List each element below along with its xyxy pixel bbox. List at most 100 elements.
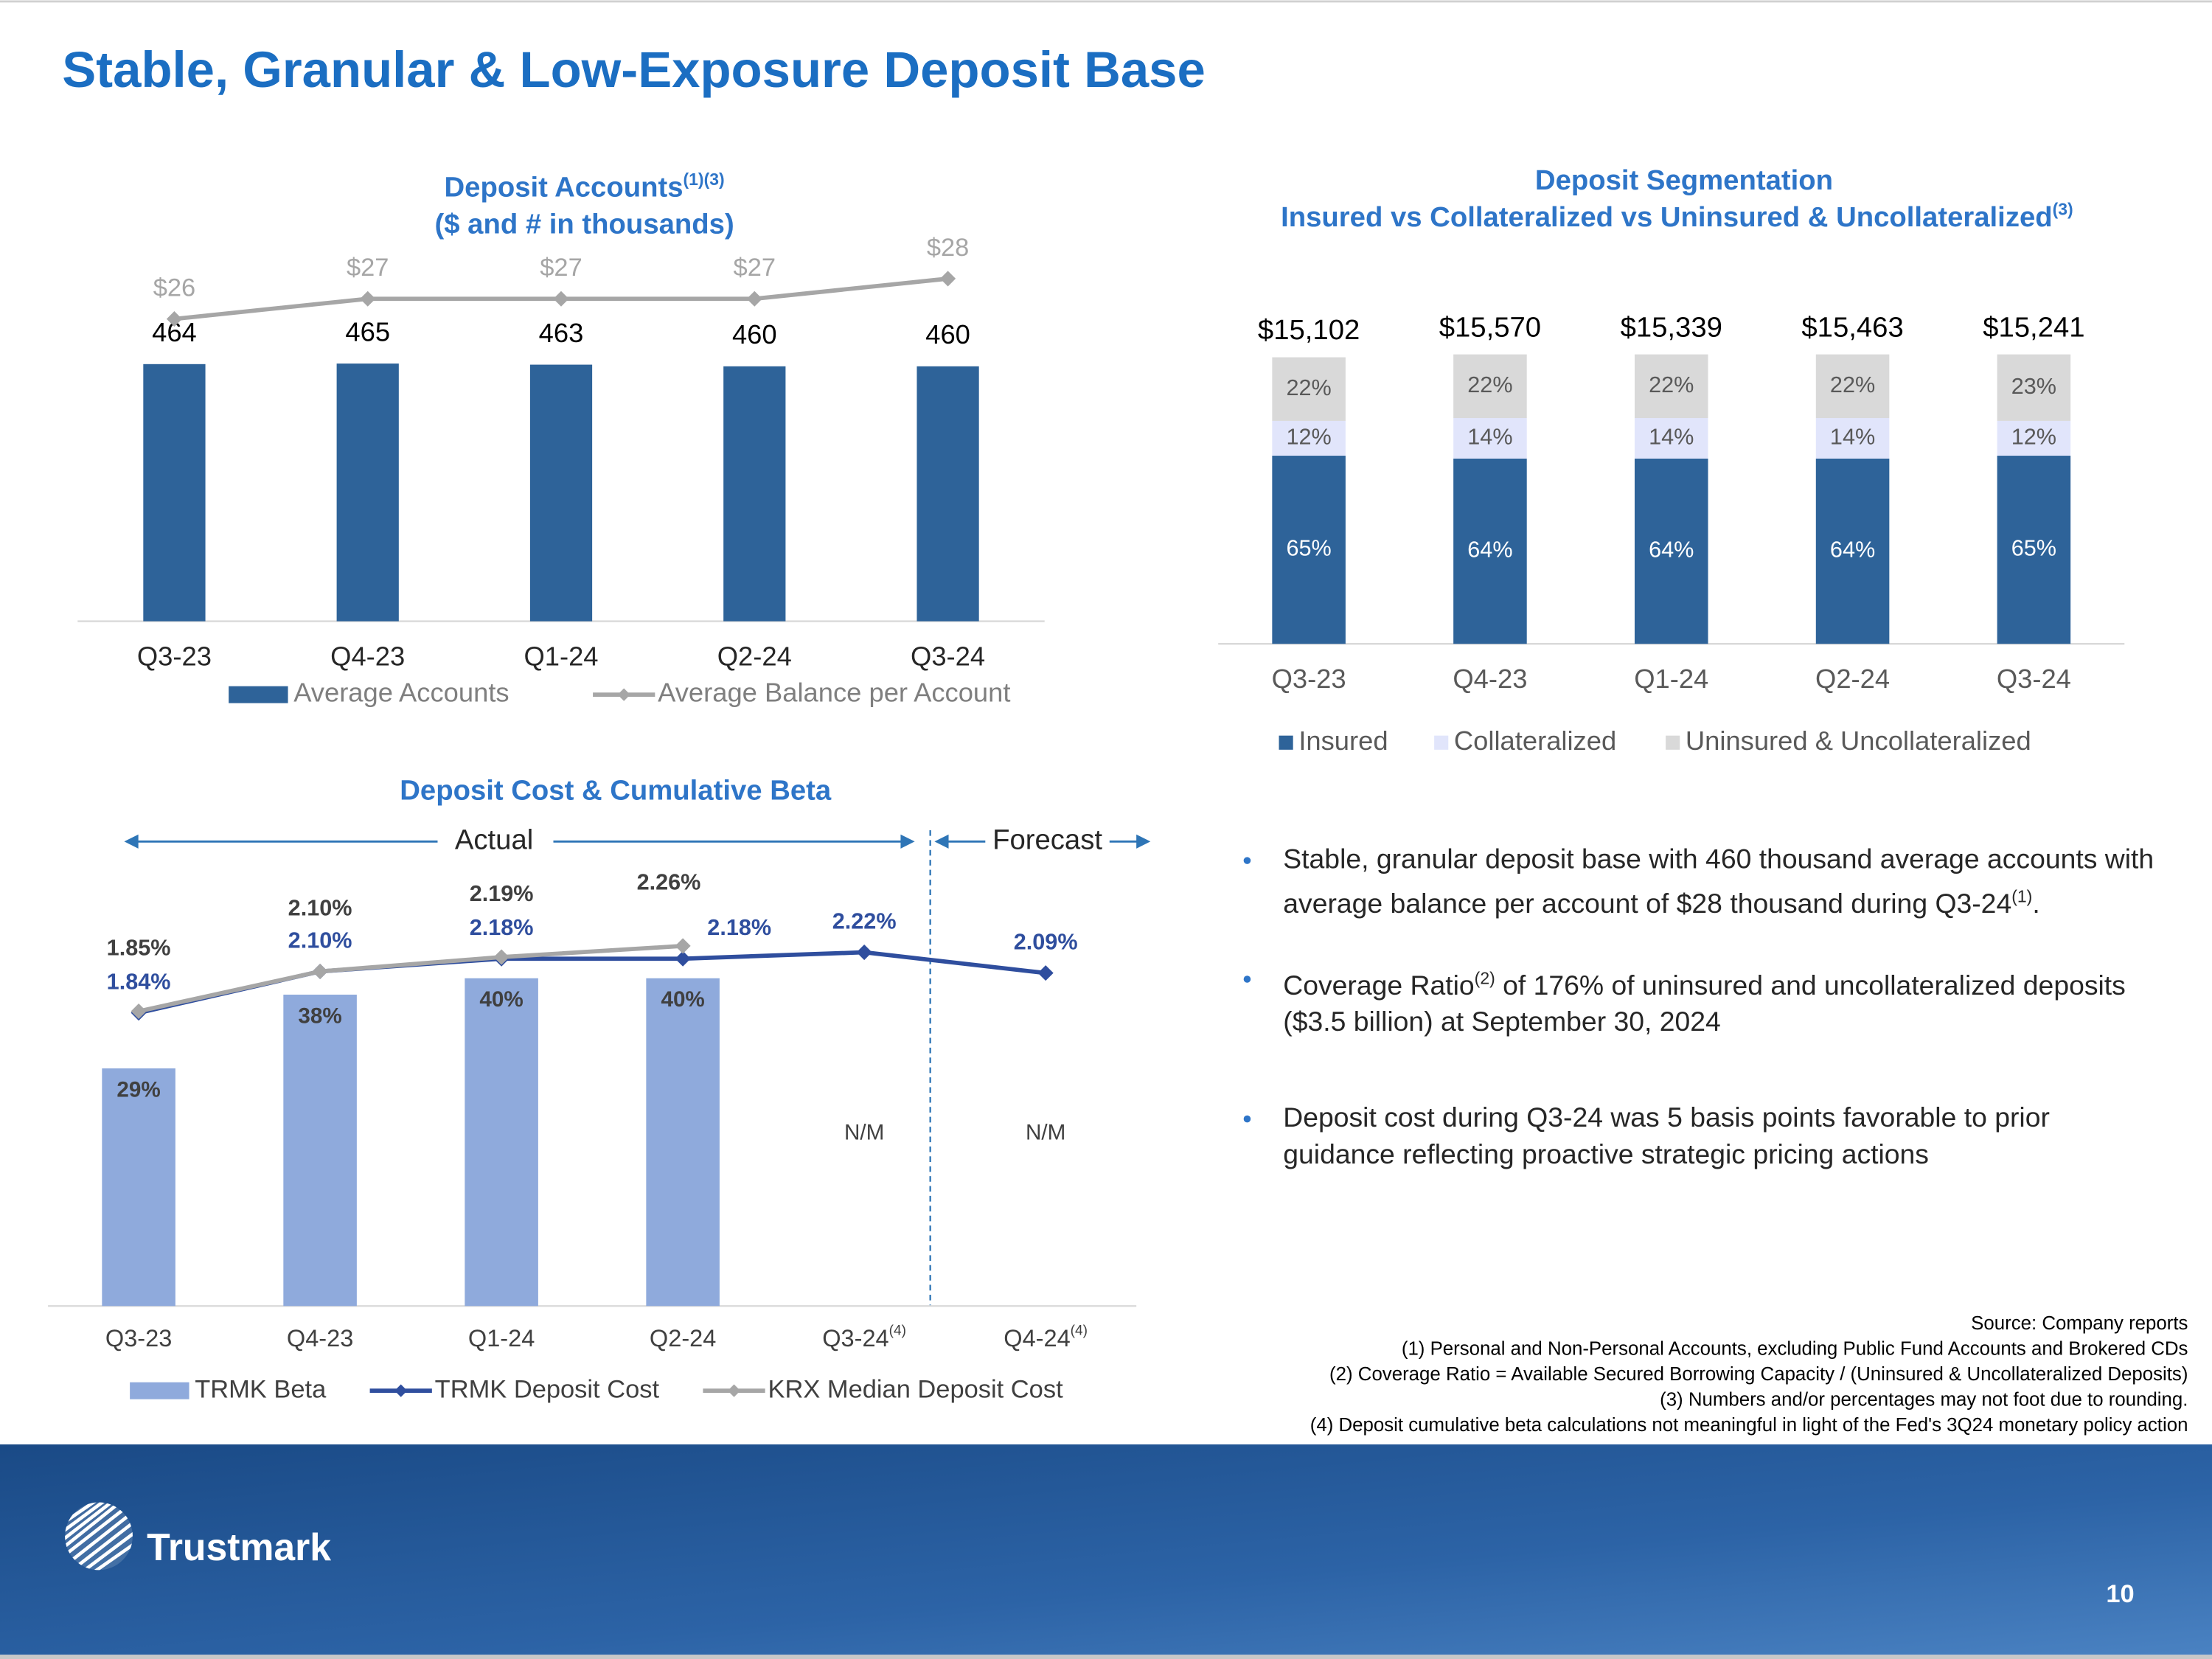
data-label: N/M: [844, 1121, 884, 1145]
footnote: (2) Coverage Ratio = Available Secured B…: [1329, 1364, 2188, 1385]
line-marker: [856, 945, 872, 961]
x-tick-text: Q1-24: [468, 1325, 535, 1352]
x-tick-text: Q2-24: [650, 1325, 716, 1352]
bullet: Coverage Ratio(2) of 176% of uninsured a…: [1243, 959, 2166, 1040]
x-tick-note: (4): [1071, 1324, 1088, 1339]
x-tick-label: Q3-24(4): [822, 1324, 906, 1352]
legend-swatch: [1279, 735, 1293, 750]
bullet-text: Deposit cost during Q3-24 was 5 basis po…: [1283, 1102, 2050, 1171]
arrow-head: [934, 834, 949, 849]
total-label: $15,463: [1801, 311, 1903, 343]
bar: [143, 364, 206, 622]
bullet: Stable, granular deposit base with 460 t…: [1243, 841, 2166, 922]
data-label: 12%: [1286, 425, 1331, 450]
legend-marker: [617, 688, 630, 701]
x-tick-label: Q1-24: [524, 641, 598, 671]
data-label: $27: [734, 254, 776, 282]
footnote: (4) Deposit cumulative beta calculations…: [1310, 1415, 2188, 1436]
x-tick-text: Q3-23: [137, 641, 212, 671]
bar: [723, 366, 786, 622]
bar-segment: [1453, 354, 1527, 418]
chart-title: Deposit Cost & Cumulative Beta: [400, 774, 832, 806]
bar: [646, 978, 720, 1307]
bar-segment: [1453, 418, 1527, 459]
x-tick-text: Q3-23: [105, 1325, 172, 1352]
x-tick-text: Q4-24: [1004, 1325, 1070, 1352]
bullet-text: of 176% of uninsured and uncollateralize…: [1283, 970, 2126, 1038]
legend-label: Uninsured & Uncollateralized: [1686, 726, 2031, 756]
total-label: $15,339: [1621, 311, 1722, 343]
data-label: 29%: [116, 1077, 160, 1102]
data-label: 22%: [1286, 375, 1331, 400]
data-label: 64%: [1830, 538, 1875, 563]
line-marker: [166, 311, 182, 327]
footnote: Source: Company reports: [1971, 1313, 2188, 1334]
data-label: $27: [347, 254, 389, 282]
data-label: 14%: [1830, 425, 1875, 450]
x-tick-label: Q4-23: [1453, 664, 1527, 694]
legend-label: Collateralized: [1454, 726, 1616, 756]
data-label: 22%: [1467, 372, 1512, 397]
x-tick-label: Q3-24: [1997, 664, 2071, 694]
bar-segment: [1272, 357, 1346, 421]
footer-band: [0, 1444, 2212, 1655]
bar-segment: [1634, 418, 1708, 459]
bullet-text: Stable, granular deposit base with 460 t…: [1283, 844, 2154, 920]
line-marker: [360, 291, 376, 307]
x-tick-label: Q1-24: [1634, 664, 1708, 694]
chart-title: Deposit Segmentation: [1535, 164, 1833, 196]
bar-segment: [1815, 458, 1890, 644]
data-label: 1.84%: [107, 970, 171, 995]
data-label: 12%: [2011, 425, 2056, 450]
x-tick-label: Q4-23: [287, 1325, 353, 1352]
x-tick-text: Q4-23: [1453, 664, 1527, 694]
legend-swatch: [1434, 735, 1449, 750]
x-tick-label: Q2-24: [717, 641, 792, 671]
data-label: 40%: [661, 987, 704, 1012]
legend-marker: [727, 1384, 741, 1397]
slide-title: Stable, Granular & Low-Exposure Deposit …: [62, 41, 1206, 98]
x-tick-label: Q2-24: [1815, 664, 1890, 694]
bullets-box: Stable, granular deposit base with 460 t…: [1235, 841, 2167, 1173]
annotation: Forecast: [992, 824, 1102, 855]
data-label: 2.19%: [470, 881, 534, 906]
chart-subtitle: Insured vs Collateralized vs Uninsured &…: [1281, 199, 2073, 233]
bullets: Stable, granular deposit base with 460 t…: [1235, 841, 2167, 1173]
data-label: $28: [927, 234, 969, 262]
logo-icon: [65, 1502, 133, 1571]
x-tick-text: Q3-24: [911, 641, 985, 671]
bar-segment: [1272, 420, 1346, 456]
legend-label: TRMK Deposit Cost: [435, 1375, 660, 1403]
x-tick-label: Q3-24: [911, 641, 985, 671]
data-label: 1.85%: [107, 935, 171, 960]
legend-swatch: [130, 1382, 189, 1399]
x-tick-label: Q4-24(4): [1004, 1324, 1088, 1352]
x-tick-text: Q3-24: [1997, 664, 2071, 694]
data-label: 22%: [1649, 372, 1694, 397]
data-label: N/M: [1026, 1121, 1065, 1145]
bar-segment: [1453, 458, 1527, 644]
data-label: 463: [539, 318, 584, 348]
data-label: 65%: [2011, 536, 2056, 561]
chart-title-note: (1)(3): [684, 170, 725, 189]
bar: [336, 364, 399, 622]
line-marker: [675, 950, 691, 967]
arrow-head: [900, 834, 915, 849]
data-label: 2.10%: [288, 928, 352, 953]
bar: [102, 1068, 175, 1307]
total-label: $15,570: [1439, 311, 1541, 343]
bar: [917, 366, 979, 622]
legend-label: KRX Median Deposit Cost: [768, 1375, 1063, 1403]
data-label: 40%: [479, 987, 523, 1012]
legend-swatch: [1666, 735, 1680, 750]
footnote: (3) Numbers and/or percentages may not f…: [1660, 1389, 2188, 1410]
data-label: 38%: [298, 1004, 341, 1028]
logo-text: Trustmark: [147, 1526, 331, 1568]
legend-swatch: [229, 686, 288, 703]
x-tick-text: Q2-24: [1815, 664, 1890, 694]
annotation: Actual: [455, 824, 533, 855]
bar-segment: [1634, 354, 1708, 418]
x-tick-label: Q4-23: [330, 641, 405, 671]
